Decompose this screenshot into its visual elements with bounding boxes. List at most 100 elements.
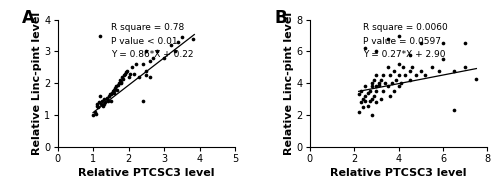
Point [110, 91, 118, 94]
Point [384, 85, 392, 88]
Y-axis label: Relative Linc-pint level: Relative Linc-pint level [32, 12, 42, 155]
Point [118, 80, 126, 83]
Point [120, 74, 128, 77]
Point [434, 69, 442, 72]
Point [150, 56, 158, 59]
Point [366, 90, 374, 93]
Point [359, 106, 367, 109]
Point [167, 44, 175, 47]
Point [422, 74, 430, 77]
Point [462, 66, 469, 69]
Point [132, 63, 140, 66]
Point [105, 94, 113, 98]
Point [372, 85, 380, 88]
Point [108, 91, 116, 94]
Point [96, 101, 104, 104]
Point [107, 93, 115, 96]
Text: B: B [274, 9, 287, 27]
Point [354, 110, 362, 113]
Point [364, 104, 372, 107]
Point [372, 50, 380, 53]
Point [98, 99, 106, 102]
Point [139, 63, 147, 66]
Point [118, 75, 126, 78]
Point [462, 42, 469, 45]
Point [362, 85, 370, 88]
Point [188, 37, 196, 40]
Point [160, 56, 168, 59]
Point [370, 94, 378, 98]
Point [386, 94, 394, 98]
Point [379, 90, 387, 93]
Point [94, 106, 102, 109]
Text: R square = 0.0060
P value = 0.0597
Y = 0.27*X + 2.90: R square = 0.0060 P value = 0.0597 Y = 0… [363, 24, 448, 59]
Point [357, 90, 365, 93]
Text: R square = 0.78
P value < 0.01
Y = 0.86*X + 0.22: R square = 0.78 P value < 0.01 Y = 0.86*… [111, 24, 194, 59]
Point [126, 72, 134, 75]
Point [142, 69, 150, 72]
X-axis label: Relative PTCSC3 level: Relative PTCSC3 level [78, 168, 214, 178]
Point [107, 99, 115, 102]
Point [171, 50, 179, 53]
Point [117, 82, 125, 85]
Point [362, 99, 370, 102]
Point [146, 75, 154, 78]
Point [174, 40, 182, 44]
Point [128, 66, 136, 69]
Point [130, 72, 138, 75]
Point [362, 47, 370, 50]
Point [406, 53, 414, 56]
Point [99, 104, 107, 107]
Point [102, 101, 110, 104]
Point [123, 69, 131, 72]
Point [428, 66, 436, 69]
Point [384, 37, 392, 40]
Point [368, 114, 376, 117]
Point [397, 82, 405, 85]
Text: A: A [22, 9, 35, 27]
Point [110, 88, 118, 91]
Point [372, 74, 380, 77]
Point [402, 74, 409, 77]
Point [388, 82, 396, 85]
Point [439, 58, 447, 61]
Point [394, 74, 402, 77]
Point [392, 79, 400, 82]
Point [384, 66, 392, 69]
Point [368, 85, 376, 88]
Point [111, 86, 119, 90]
Point [97, 103, 105, 106]
Point [394, 63, 402, 66]
Point [121, 72, 129, 75]
Point [386, 74, 394, 77]
Point [399, 66, 407, 69]
Point [354, 93, 362, 96]
Point [390, 90, 398, 93]
Point [362, 94, 370, 98]
Point [102, 98, 110, 101]
Point [412, 74, 420, 77]
Point [96, 94, 104, 98]
Point [178, 35, 186, 39]
Point [113, 88, 121, 91]
Point [119, 77, 127, 80]
Point [135, 75, 143, 78]
Point [439, 42, 447, 45]
Point [377, 98, 385, 101]
Point [390, 69, 398, 72]
Point [100, 103, 108, 106]
Point [112, 85, 120, 88]
Point [368, 98, 376, 101]
Point [372, 90, 380, 93]
Point [394, 85, 402, 88]
Point [116, 79, 124, 82]
Point [406, 79, 414, 82]
Point [368, 82, 376, 85]
Point [417, 42, 425, 45]
Point [89, 114, 97, 117]
Point [364, 91, 372, 94]
Point [139, 99, 147, 102]
Point [374, 83, 382, 86]
Point [142, 74, 150, 77]
Point [104, 96, 112, 99]
